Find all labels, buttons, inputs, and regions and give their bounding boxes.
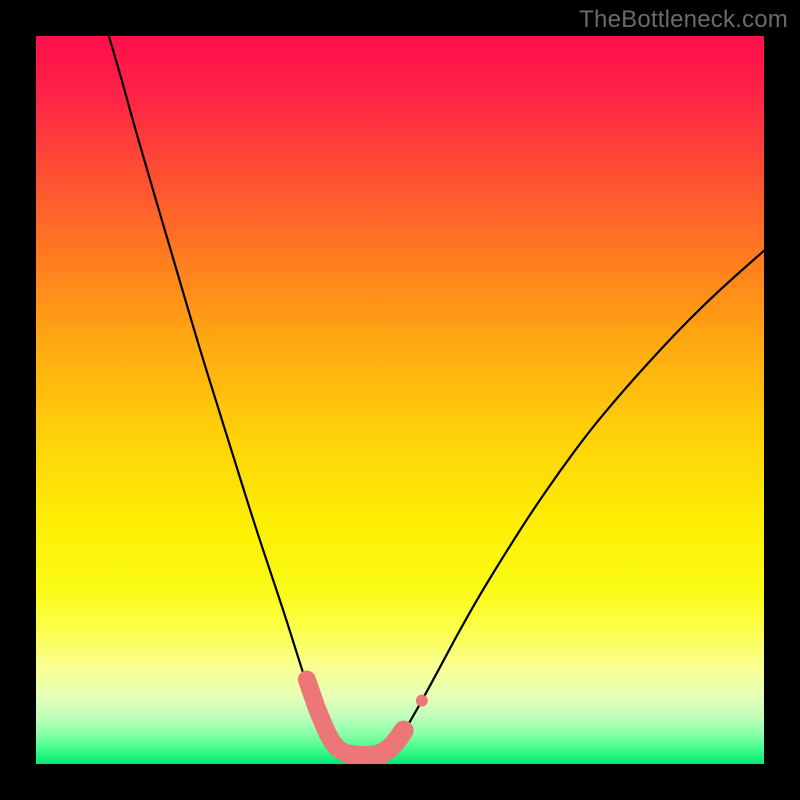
watermark-label: TheBottleneck.com (579, 6, 788, 34)
gradient-background (36, 36, 764, 764)
right-isolated-marker (416, 695, 428, 707)
chart-container: TheBottleneck.com (0, 0, 800, 800)
plot-area (36, 36, 764, 764)
bottleneck-curve-chart (36, 36, 764, 764)
